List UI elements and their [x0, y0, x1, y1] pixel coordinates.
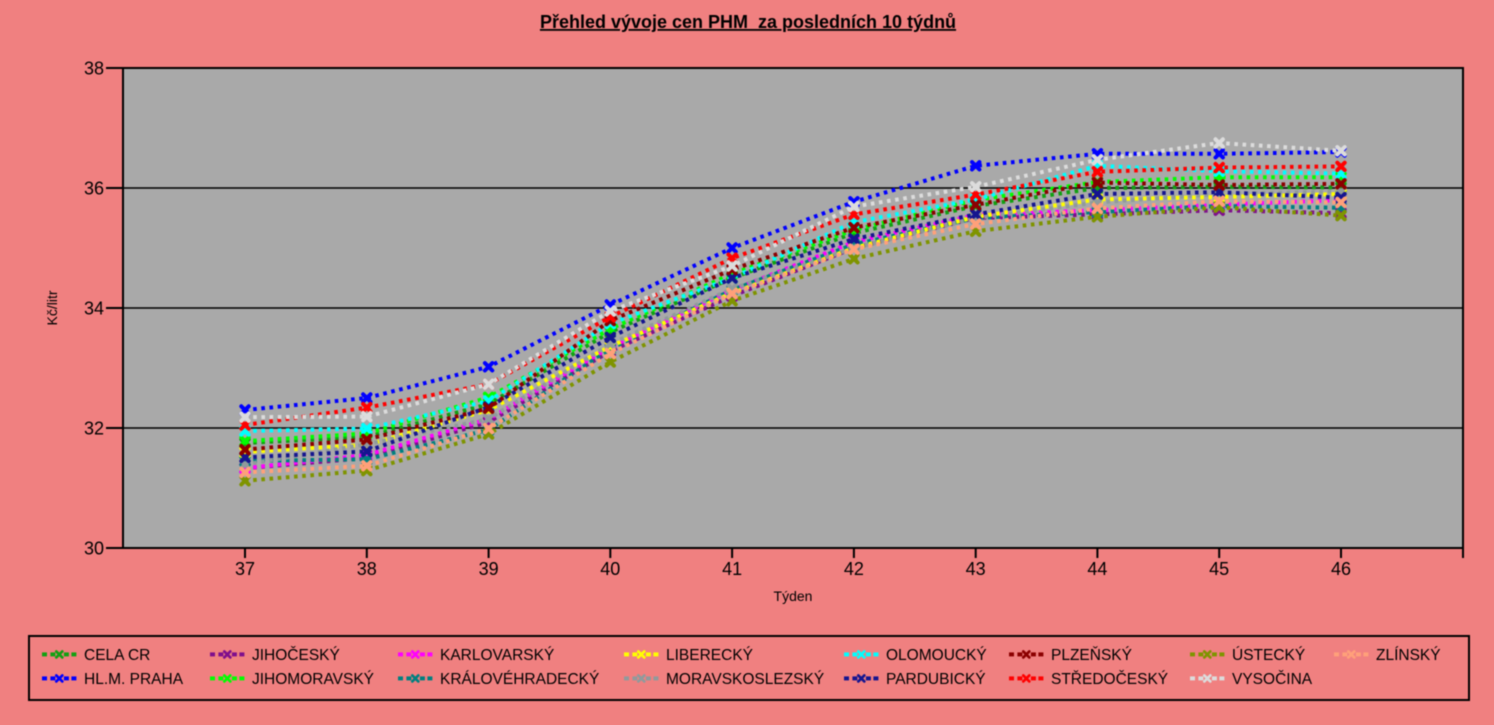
- svg-text:PARDUBICKÝ: PARDUBICKÝ: [886, 671, 986, 688]
- svg-text:STŘEDOČESKÝ: STŘEDOČESKÝ: [1051, 671, 1168, 688]
- svg-text:KARLOVARSKÝ: KARLOVARSKÝ: [440, 647, 554, 664]
- svg-text:KRÁLOVÉHRADECKÝ: KRÁLOVÉHRADECKÝ: [440, 671, 599, 688]
- svg-text:38: 38: [84, 59, 104, 79]
- svg-text:Týden: Týden: [774, 588, 813, 604]
- svg-text:JIHOMORAVSKÝ: JIHOMORAVSKÝ: [252, 671, 374, 688]
- svg-text:36: 36: [84, 179, 104, 199]
- svg-text:Přehled vývoje cen PHM za pos: Přehled vývoje cen PHM za posledních 10 …: [540, 12, 956, 32]
- svg-text:ZLÍNSKÝ: ZLÍNSKÝ: [1376, 647, 1441, 664]
- svg-text:OLOMOUCKÝ: OLOMOUCKÝ: [886, 647, 987, 664]
- svg-text:43: 43: [966, 559, 986, 579]
- svg-text:MORAVSKOSLEZSKÝ: MORAVSKOSLEZSKÝ: [666, 671, 824, 688]
- svg-text:37: 37: [235, 559, 255, 579]
- svg-text:30: 30: [84, 539, 104, 559]
- svg-text:45: 45: [1209, 559, 1229, 579]
- svg-text:39: 39: [479, 559, 499, 579]
- svg-text:VYSOČINA: VYSOČINA: [1232, 671, 1313, 688]
- svg-text:LIBERECKÝ: LIBERECKÝ: [666, 647, 753, 664]
- svg-text:42: 42: [844, 559, 864, 579]
- svg-text:41: 41: [722, 559, 742, 579]
- svg-text:HL.M. PRAHA: HL.M. PRAHA: [84, 671, 184, 688]
- svg-text:32: 32: [84, 419, 104, 439]
- svg-text:Kč/litr: Kč/litr: [44, 290, 60, 325]
- svg-text:38: 38: [357, 559, 377, 579]
- svg-text:40: 40: [600, 559, 620, 579]
- svg-text:34: 34: [84, 299, 104, 319]
- svg-text:44: 44: [1087, 559, 1107, 579]
- svg-text:46: 46: [1331, 559, 1351, 579]
- svg-text:CELA CR: CELA CR: [84, 647, 150, 664]
- svg-text:ÚSTECKÝ: ÚSTECKÝ: [1232, 647, 1305, 664]
- svg-text:PLZEŇSKÝ: PLZEŇSKÝ: [1051, 647, 1132, 664]
- svg-text:JIHOČESKÝ: JIHOČESKÝ: [252, 647, 340, 664]
